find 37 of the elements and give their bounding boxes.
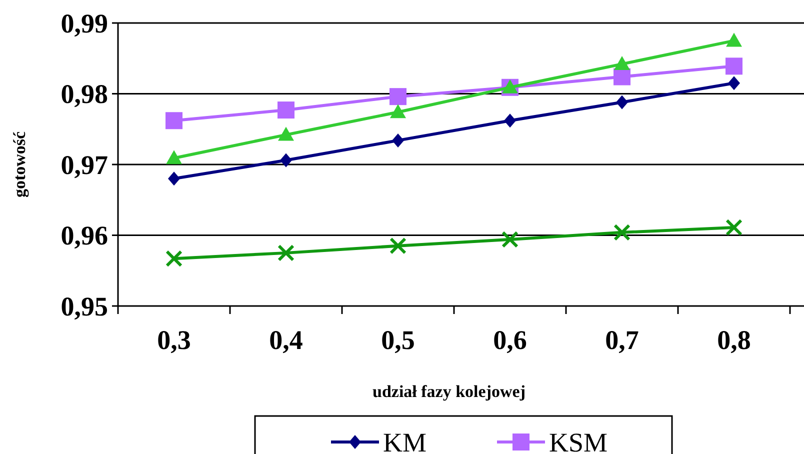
y-tick-label: 0,99 [60,8,108,38]
y-tick-label: 0,98 [60,79,108,110]
x-tick-label: 0,8 [717,325,751,355]
point [616,95,628,110]
point [390,88,406,106]
point [726,58,742,75]
point [504,114,516,128]
x-tick-label: 0,7 [605,325,639,355]
legend-label: KM [383,427,427,454]
point [390,104,406,118]
point [280,153,292,168]
point [278,244,294,262]
point [390,237,406,254]
point [278,102,294,119]
legend-label: KSM [549,427,608,454]
x-tick-label: 0,6 [493,325,527,355]
point [392,133,404,148]
point [168,172,180,186]
point [614,56,630,70]
point [726,218,742,236]
point [614,68,630,86]
y-tick-label: 0,97 [60,150,108,180]
point [726,32,742,47]
point [166,112,182,130]
x-tick-label: 0,3 [157,325,191,355]
x-tick-label: 0,5 [381,325,415,355]
x-axis-title: udział fazy kolejowej [372,382,526,401]
point [614,224,630,241]
point [728,76,740,90]
point [278,126,294,141]
point [502,230,518,248]
x-tick-label: 0,4 [269,325,303,355]
y-axis-title: gotowość [10,131,29,198]
point [166,150,182,164]
y-tick-label: 0,96 [60,220,108,251]
point [166,250,182,268]
y-tick-label: 0,95 [60,291,108,322]
